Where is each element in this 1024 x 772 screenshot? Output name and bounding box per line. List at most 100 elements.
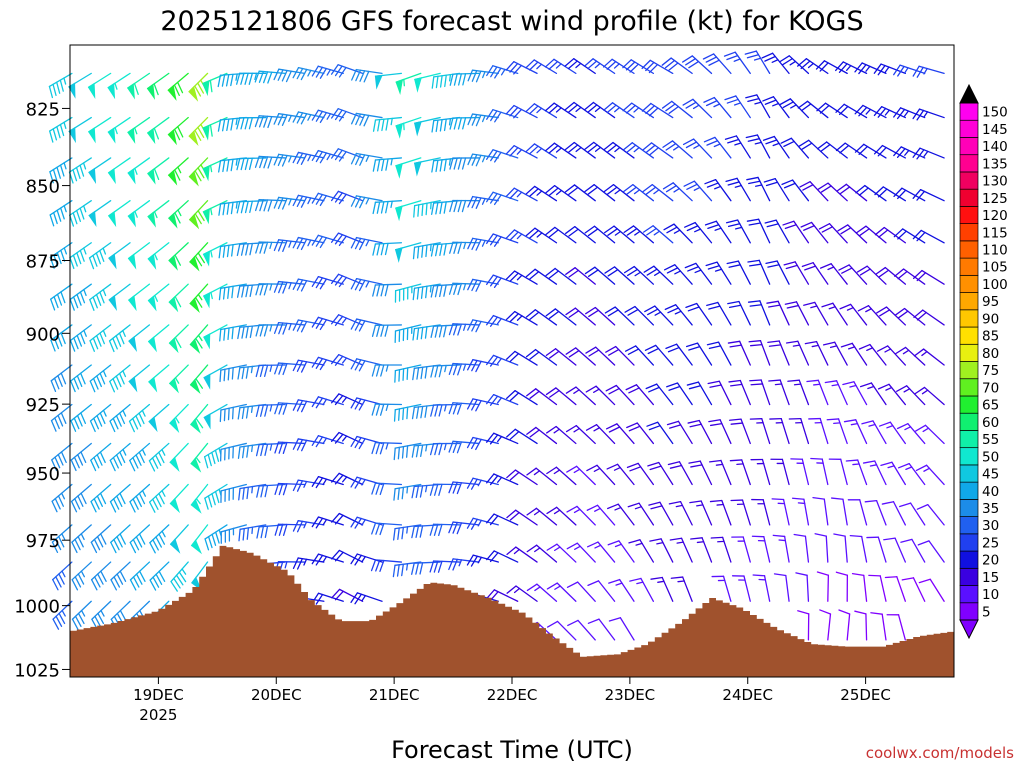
wind-barb <box>587 465 615 484</box>
wind-barb <box>711 537 731 562</box>
wind-barb <box>204 325 227 347</box>
wind-barb <box>169 118 189 143</box>
wind-barb <box>170 443 188 469</box>
colorbar-label: 85 <box>982 329 999 345</box>
wind-barb <box>855 611 867 640</box>
colorbar-label: 95 <box>982 294 999 310</box>
wind-barb <box>396 201 421 219</box>
wind-barb <box>746 95 770 118</box>
wind-barb <box>293 279 324 291</box>
wind-barb <box>650 539 673 562</box>
colorbar-label: 65 <box>982 398 999 414</box>
wind-barb <box>710 501 730 525</box>
wind-barb <box>487 192 518 204</box>
wind-barb <box>169 201 188 227</box>
y-tick-label: 825 <box>26 99 60 120</box>
colorbar-label: 80 <box>982 346 999 362</box>
colorbar-label: 110 <box>982 242 1008 258</box>
wind-barb <box>869 575 886 601</box>
wind-barb <box>788 380 809 404</box>
wind-barb <box>89 73 111 96</box>
wind-barb <box>798 611 809 640</box>
wind-barb <box>149 405 169 430</box>
wind-barb <box>899 464 925 485</box>
colorbar-swatch <box>960 344 978 361</box>
wind-barb <box>690 501 712 525</box>
wind-barb <box>109 158 130 182</box>
wind-barb <box>832 498 848 525</box>
speed-colorbar: 5101520253035404550556065707580859095100… <box>960 85 1008 638</box>
wind-barb <box>487 474 518 485</box>
wind-barb <box>914 271 944 285</box>
wind-barb <box>733 576 751 601</box>
x-axis-label: Forecast Time (UTC) <box>391 736 633 764</box>
colorbar-label: 55 <box>982 432 999 448</box>
wind-barb <box>90 284 111 310</box>
wind-barb <box>836 572 847 601</box>
wind-barb <box>817 572 828 601</box>
colorbar-label: 140 <box>982 139 1008 155</box>
wind-barb <box>821 264 848 284</box>
wind-barb <box>128 73 150 97</box>
wind-barb <box>256 284 285 295</box>
wind-barb <box>130 525 149 553</box>
wind-barb <box>651 577 673 601</box>
wind-barb <box>168 73 188 98</box>
colorbar-swatch <box>960 137 978 154</box>
wind-barb <box>109 284 130 308</box>
wind-barb <box>171 484 189 511</box>
wind-barb <box>687 382 711 404</box>
wind-barb <box>750 380 770 405</box>
wind-barb <box>898 424 925 444</box>
wind-barb <box>274 114 304 126</box>
wind-barb <box>730 419 751 443</box>
wind-barb <box>787 341 809 365</box>
wind-barb <box>629 540 653 562</box>
wind-barb <box>728 302 751 325</box>
colorbar-label: 15 <box>982 570 999 586</box>
wind-barb <box>69 73 91 96</box>
wind-barb <box>71 365 92 391</box>
wind-barb <box>731 500 750 525</box>
y-tick-label: 925 <box>26 395 60 416</box>
wind-barb <box>649 502 673 525</box>
colorbar-swatch <box>960 379 978 396</box>
wind-barb <box>170 325 189 351</box>
wind-barb <box>691 538 712 562</box>
colorbar-swatch <box>960 155 978 172</box>
colorbar-label: 10 <box>982 587 999 603</box>
colorbar-label: 20 <box>982 553 999 569</box>
wind-barb <box>293 152 324 164</box>
colorbar-label: 105 <box>982 260 1008 276</box>
wind-barb <box>729 381 750 405</box>
wind-barb <box>109 201 130 225</box>
wind-barb <box>72 525 91 553</box>
wind-barb <box>312 397 343 408</box>
wind-barb <box>274 69 304 81</box>
wind-barb <box>752 500 770 525</box>
y-tick-label: 1000 <box>14 597 60 618</box>
wind-barb <box>859 345 886 365</box>
wind-barb <box>70 201 92 226</box>
wind-barb <box>111 525 130 553</box>
wind-barb <box>204 405 227 427</box>
wind-barb <box>312 517 343 528</box>
wind-barb <box>840 304 866 325</box>
wind-barb <box>709 420 731 444</box>
wind-barb <box>813 498 828 525</box>
wind-barb <box>487 234 518 246</box>
colorbar-label: 150 <box>982 105 1008 121</box>
chart-title: 2025121806 GFS forecast wind profile (kt… <box>160 6 863 37</box>
x-tick-label: 20DEC <box>251 686 302 704</box>
wind-barb <box>794 535 808 563</box>
wind-barb <box>293 238 324 250</box>
colorbar-label: 115 <box>982 225 1008 241</box>
wind-barb <box>663 101 693 117</box>
wind-barb <box>684 139 712 158</box>
colorbar-swatch <box>960 327 978 344</box>
wind-barb <box>568 582 596 601</box>
wind-barb <box>110 365 130 392</box>
wind-barb <box>708 381 731 404</box>
credit-text: coolwx.com/models <box>866 744 1014 762</box>
wind-barb <box>169 284 188 310</box>
